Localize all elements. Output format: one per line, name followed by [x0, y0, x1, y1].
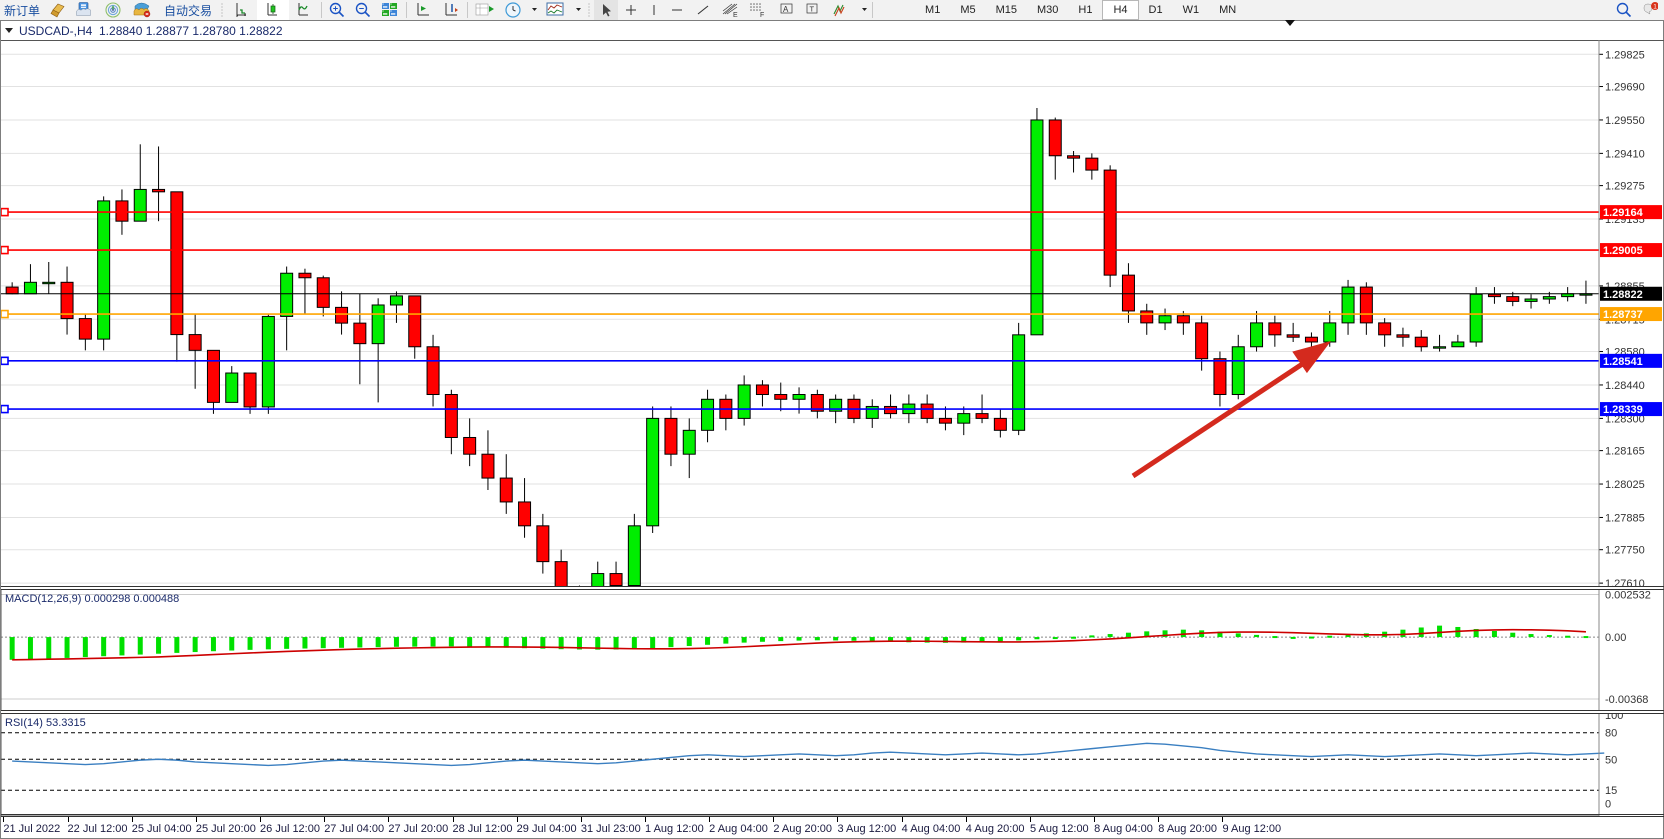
svg-text:0.002532: 0.002532: [1605, 589, 1651, 601]
svg-text:1.28737: 1.28737: [1603, 309, 1643, 321]
svg-text:F: F: [760, 12, 764, 18]
svg-text:1.29164: 1.29164: [1603, 207, 1644, 219]
svg-text:1.27885: 1.27885: [1605, 512, 1645, 524]
svg-text:100: 100: [1605, 713, 1623, 722]
svg-text:50: 50: [1605, 754, 1617, 766]
svg-text:1.28025: 1.28025: [1605, 479, 1645, 491]
svg-text:A: A: [783, 5, 789, 14]
svg-text:1.28822: 1.28822: [1603, 289, 1643, 301]
svg-text:0.00: 0.00: [1605, 632, 1626, 644]
svg-text:80: 80: [1605, 728, 1617, 740]
svg-text:1.28339: 1.28339: [1603, 404, 1643, 416]
svg-text:RSI(14) 53.3315: RSI(14) 53.3315: [5, 717, 86, 729]
svg-text:1.27750: 1.27750: [1605, 545, 1645, 557]
svg-text:1.29275: 1.29275: [1605, 181, 1645, 193]
svg-text:1.28541: 1.28541: [1603, 356, 1643, 368]
svg-text:1.29825: 1.29825: [1605, 49, 1645, 61]
svg-text:0: 0: [1605, 799, 1611, 811]
svg-text:1: 1: [1653, 4, 1657, 11]
svg-text:1.28165: 1.28165: [1605, 446, 1645, 458]
svg-text:MACD(12,26,9) 0.000298 0.000: MACD(12,26,9) 0.000298 0.000488: [5, 593, 179, 605]
svg-text:-0.00368: -0.00368: [1605, 694, 1648, 706]
svg-text:E: E: [733, 12, 738, 18]
svg-text:15: 15: [1605, 785, 1617, 797]
svg-text:1.27610: 1.27610: [1605, 578, 1645, 586]
svg-text:1.29550: 1.29550: [1605, 115, 1645, 127]
svg-text:T: T: [810, 5, 815, 14]
svg-text:1.29690: 1.29690: [1605, 82, 1645, 94]
svg-text:1.28440: 1.28440: [1605, 380, 1645, 392]
svg-text:1.29005: 1.29005: [1603, 245, 1643, 257]
svg-text:1.29410: 1.29410: [1605, 148, 1645, 160]
